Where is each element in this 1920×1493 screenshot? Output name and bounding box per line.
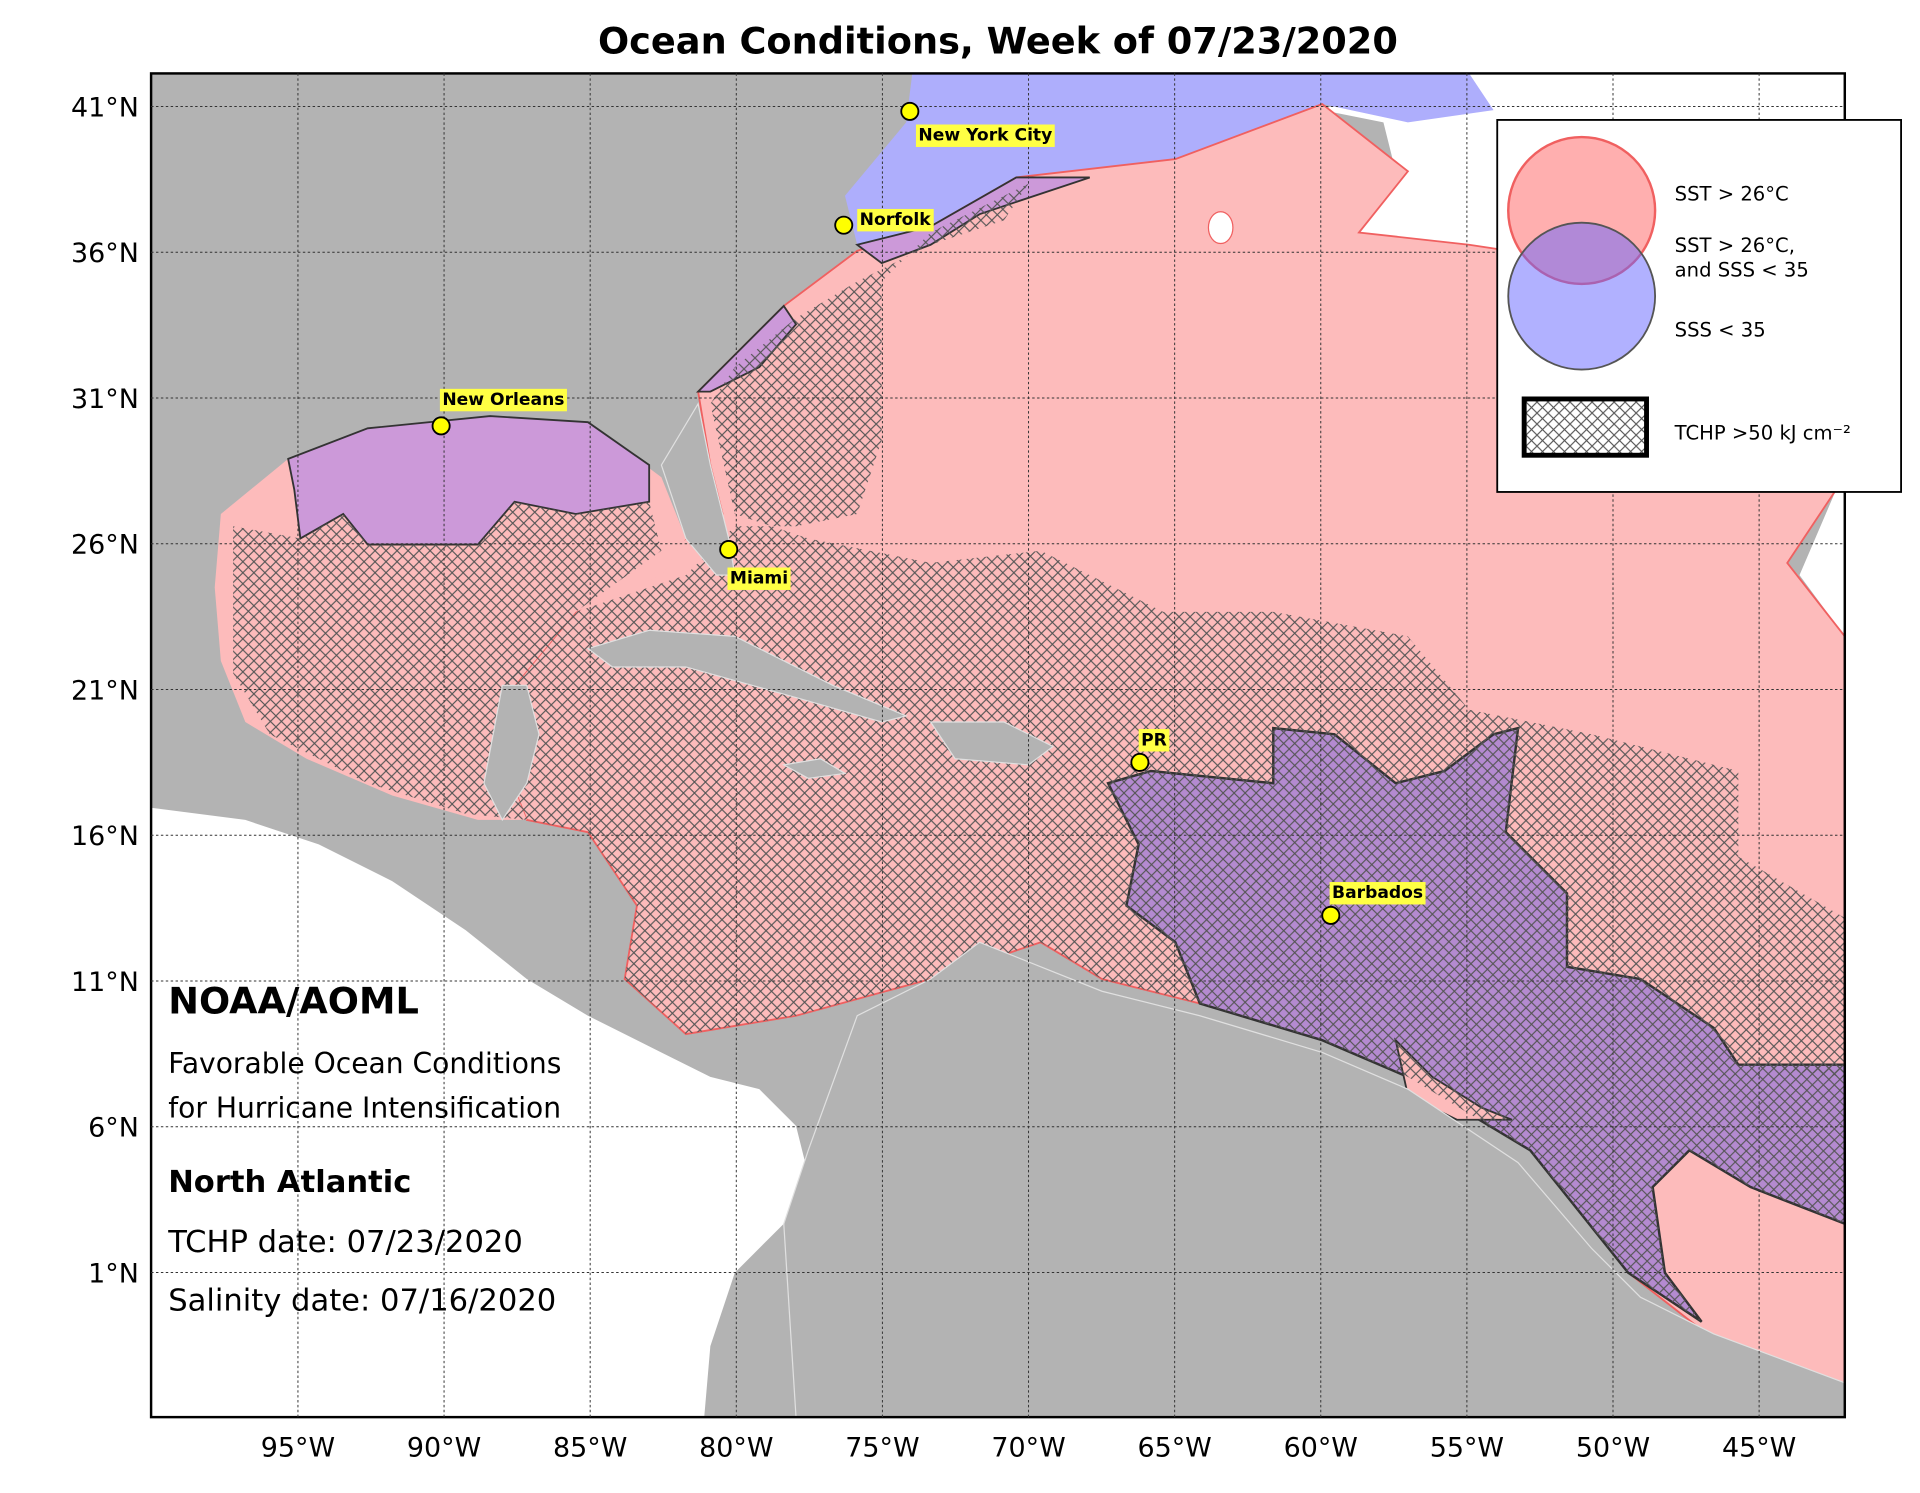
hispaniola xyxy=(929,721,1055,766)
city-marker xyxy=(719,539,739,559)
city-label: New York City xyxy=(918,126,1052,146)
yucatan xyxy=(483,684,540,822)
city-marker xyxy=(1321,905,1341,925)
info-block: NOAA/AOML Favorable Ocean Conditions for… xyxy=(167,979,561,1318)
legend-tchp-symbol xyxy=(1521,396,1649,458)
legend-label: SST > 26°C xyxy=(1675,183,1789,206)
city-marker xyxy=(431,416,451,436)
pacific-ocean xyxy=(151,807,809,1418)
lon-label: 80°W xyxy=(699,1432,773,1463)
city-label-background xyxy=(1138,729,1170,752)
org-name: NOAA/AOML xyxy=(168,979,419,1022)
lat-label: 1°N xyxy=(88,1258,139,1289)
lat-label: 31°N xyxy=(71,384,139,415)
lon-label: 85°W xyxy=(553,1432,627,1463)
legend-sss-symbol xyxy=(1507,221,1657,371)
south-america xyxy=(783,941,1845,1418)
tchp-date: TCHP date: 07/23/2020 xyxy=(167,1225,523,1260)
map-frame xyxy=(149,72,1847,1419)
city-label: PR xyxy=(1141,730,1167,750)
lat-label: 11°N xyxy=(71,967,139,998)
lon-label: 45°W xyxy=(1722,1432,1796,1463)
lat-label: 26°N xyxy=(71,530,139,561)
tchp-region xyxy=(502,183,1845,1077)
region-name: North Atlantic xyxy=(168,1165,411,1200)
city-marker xyxy=(1130,752,1150,772)
city-label: Barbados xyxy=(1332,883,1423,903)
legend-label: and SSS < 35 xyxy=(1675,259,1809,282)
city-marker xyxy=(834,215,854,235)
city-label: Miami xyxy=(730,569,788,589)
map-title: Ocean Conditions, Week of 07/23/2020 xyxy=(598,19,1398,62)
lon-label: 60°W xyxy=(1284,1432,1358,1463)
cities: New York City Norfolk New Orleans Miami PR Ba… xyxy=(431,101,1426,925)
city-label-background xyxy=(727,567,791,590)
city-label-background xyxy=(439,388,567,412)
lat-label: 6°N xyxy=(88,1113,139,1144)
legend-label: SST > 26°C, xyxy=(1675,234,1795,257)
city-label: Norfolk xyxy=(860,210,932,230)
sst-hole xyxy=(1207,211,1234,245)
tchp-region xyxy=(1108,728,1845,1322)
lat-label: 41°N xyxy=(71,92,139,123)
lon-label: 70°W xyxy=(991,1432,1065,1463)
legend-label: TCHP >50 kJ cm⁻² xyxy=(1674,421,1851,444)
cuba xyxy=(586,629,909,723)
combined-region xyxy=(855,176,1091,265)
city-label: New Orleans xyxy=(442,390,564,410)
description: for Hurricane Intensification xyxy=(168,1091,561,1124)
lat-label: 16°N xyxy=(71,821,139,852)
legend: SST > 26°C SST > 26°C, and SSS < 35 SSS … xyxy=(1496,119,1902,493)
lon-label: 75°W xyxy=(845,1432,919,1463)
lon-label: 55°W xyxy=(1430,1432,1504,1463)
city-label-background xyxy=(857,208,934,232)
city-marker xyxy=(900,101,920,121)
lon-label: 95°W xyxy=(261,1432,335,1463)
lat-label: 21°N xyxy=(71,675,139,706)
tchp-region xyxy=(233,501,662,820)
description: Favorable Ocean Conditions xyxy=(168,1047,561,1080)
lat-label: 36°N xyxy=(71,238,139,269)
lon-label: 65°W xyxy=(1138,1432,1212,1463)
salinity-date: Salinity date: 07/16/2020 xyxy=(168,1284,556,1319)
city-label-background xyxy=(915,124,1055,147)
lon-label: 50°W xyxy=(1576,1432,1650,1463)
lon-label: 90°W xyxy=(407,1432,481,1463)
city-label-background xyxy=(1329,882,1426,905)
jamaica xyxy=(781,758,847,779)
legend-label: SSS < 35 xyxy=(1675,319,1766,342)
